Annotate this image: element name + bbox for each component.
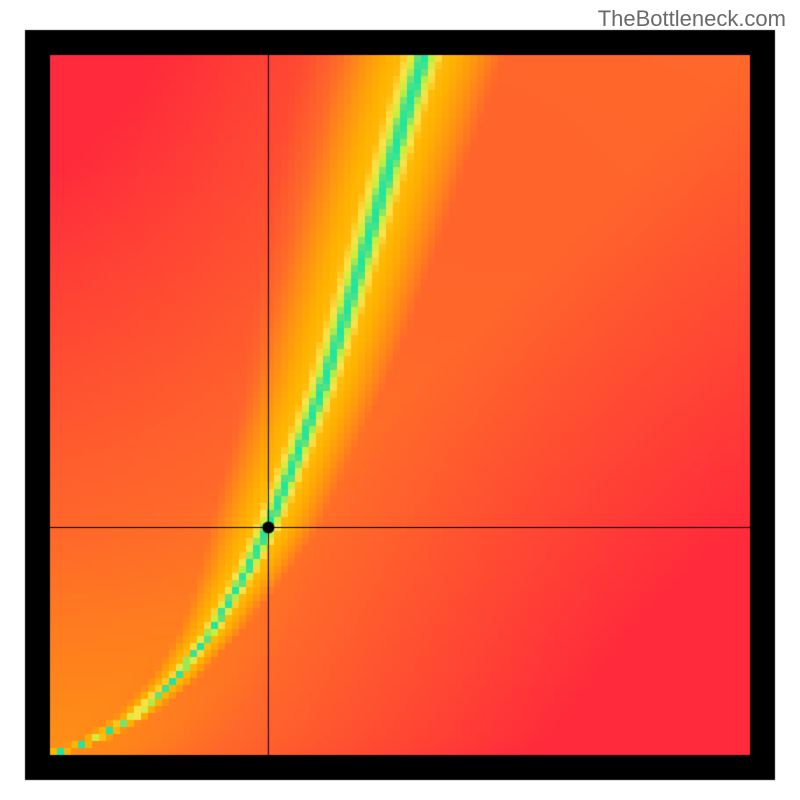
attribution-text: TheBottleneck.com: [598, 6, 786, 32]
chart-container: TheBottleneck.com: [0, 0, 800, 800]
heatmap-canvas: [0, 0, 800, 800]
